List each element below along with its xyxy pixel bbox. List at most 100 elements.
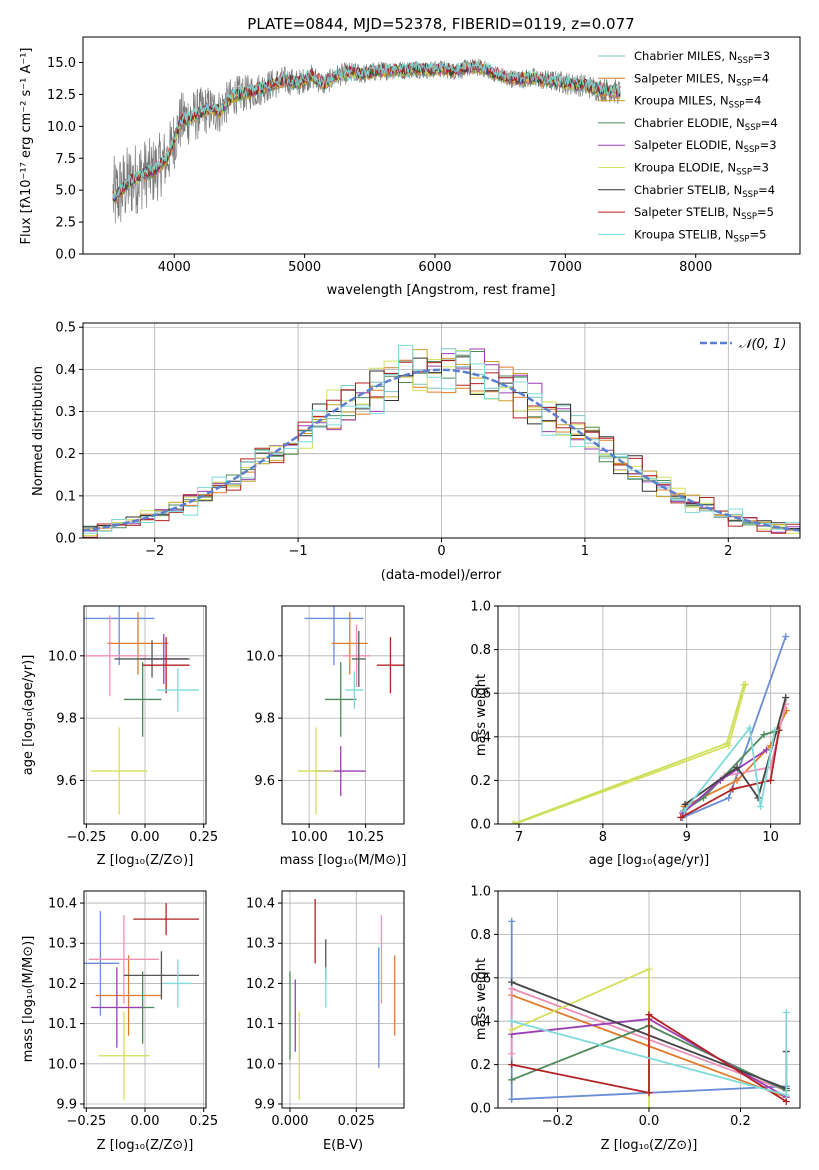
massweight-vs-Z-y-ticks: 0.0 0.2 0.4 0.6 0.8 1.0 [470, 885, 498, 1117]
massweight-series [680, 724, 779, 815]
massweight-marker [508, 1017, 516, 1025]
legend-label-sub: SSP [741, 212, 757, 222]
legend-label-main: Chabrier ELODIE, N [634, 116, 745, 130]
y-tick-label: 10.4 [246, 897, 275, 912]
legend-label-main: Kroupa ELODIE, N [634, 161, 736, 175]
massweight-marker [508, 1095, 516, 1103]
errorbar-point [297, 727, 334, 815]
plot-inner [498, 891, 800, 1108]
legend-label-main: Salpeter ELODIE, N [634, 138, 744, 152]
x-tick-label: 0.0 [639, 1114, 660, 1129]
legend-label: Kroupa STELIB, NSSP=5 [634, 227, 766, 244]
massweight-line [680, 730, 780, 819]
y-tick-label: 0.6 [470, 687, 491, 702]
x-tick-label: 0 [437, 544, 445, 559]
y-tick-label: 0.0 [470, 818, 491, 833]
mass-vs-ebv-x-ticks: 0.000 0.025 [271, 1108, 375, 1129]
massweight-marker [645, 1011, 653, 1019]
residual-histogram-step [83, 360, 800, 538]
mass-vs-ebv-plot-area [282, 891, 404, 1108]
age-vs-Z-y-ticks: 9.6 9.8 10.0 [48, 649, 84, 789]
massweight-marker [508, 978, 516, 986]
legend-label-main: Chabrier MILES, N [634, 49, 737, 63]
y-tick-label: 1.0 [470, 600, 491, 615]
massweight-marker [680, 807, 688, 815]
massweight-marker [782, 694, 790, 702]
x-tick-label: −0.2 [542, 1114, 574, 1129]
y-tick-label: 9.9 [56, 1097, 77, 1112]
y-tick-label: 9.8 [254, 712, 275, 727]
legend-label-tail: =5 [757, 205, 774, 219]
errorbar-point [98, 1011, 150, 1100]
age-vs-mass-plot-area [282, 606, 404, 824]
x-tick-label: 1 [581, 544, 589, 559]
massweight-vs-Z-plot-area [498, 891, 800, 1108]
legend-label-main: Salpeter MILES, N [634, 71, 736, 85]
massweight-marker [645, 965, 653, 973]
mass-vs-Z-panel: −0.25 0.00 0.25 9.9 10.0 10.1 10.2 10.3 10.4 Z … [21, 890, 218, 1153]
spectrum-plot-area [112, 58, 621, 224]
legend-label-tail: =4 [744, 94, 761, 108]
spectrum-panel: PLATE=0844, MJD=52378, FIBERID=0119, z=0… [19, 15, 801, 298]
y-tick-label: 0.0 [55, 248, 76, 263]
massweight-vs-age-panel: 7 8 9 10 0.0 0.2 0.4 0.6 0.8 1.0 age [log₁₀(age/… [470, 600, 801, 868]
y-tick-label: 10.0 [48, 1057, 77, 1072]
errorbar-point [376, 637, 404, 694]
massweight-marker [645, 1089, 653, 1097]
massweight-vs-age-frame [497, 605, 801, 825]
x-tick-label: 10.25 [347, 830, 384, 845]
x-tick-label: 6000 [418, 260, 451, 275]
y-tick-label: 0.2 [470, 1058, 491, 1073]
massweight-marker [757, 803, 765, 811]
spectrum-x-ticks: 4000 5000 6000 7000 8000 [158, 254, 712, 275]
errorbar-point [123, 951, 199, 1000]
residuals-plot-area [83, 323, 800, 538]
massweight-marker [740, 680, 748, 688]
errorbar-point [91, 727, 148, 815]
massweight-marker [767, 776, 775, 784]
age-vs-mass-panel: 10.00 10.25 9.6 9.8 10.0 mass [log₁₀(M/M⊙)] [246, 605, 406, 868]
errorbar-point [331, 612, 368, 675]
y-tick-label: 10.0 [47, 120, 76, 135]
massweight-marker [508, 1026, 516, 1034]
mass-vs-Z-y-ticks: 9.9 10.0 10.1 10.2 10.3 10.4 [48, 897, 84, 1112]
massweight-marker [754, 794, 762, 802]
y-tick-label: 10.2 [246, 977, 275, 992]
y-tick-label: 0.2 [55, 447, 76, 462]
legend-label: Salpeter STELIB, NSSP=5 [634, 205, 774, 222]
x-tick-label: 0.25 [189, 1114, 218, 1129]
x-tick-label: 10 [762, 830, 779, 845]
massweight-marker [782, 633, 790, 641]
errorbar-point [107, 612, 169, 675]
errorbar-point [304, 606, 364, 666]
massweight-marker [509, 820, 517, 824]
plot-inner [498, 606, 800, 824]
massweight-marker [723, 739, 731, 747]
plot-inner [84, 891, 206, 1108]
massweight-marker [508, 985, 516, 993]
y-tick-label: 10.3 [246, 937, 275, 952]
massweight-marker [645, 1104, 653, 1108]
errorbar-point [163, 959, 192, 1008]
y-tick-label: 12.5 [47, 88, 76, 103]
x-tick-label: 0.00 [131, 1114, 160, 1129]
y-tick-label: 9.6 [254, 774, 275, 789]
y-tick-label: 0.3 [55, 405, 76, 420]
massweight-marker [508, 917, 516, 925]
normal-legend-label: 𝒩(0, 1) [739, 337, 786, 352]
mass-vs-ebv-xlabel: E(B-V) [323, 1138, 363, 1153]
massweight-series [679, 746, 770, 817]
y-tick-label: 2.5 [55, 216, 76, 231]
residuals-y-ticks: 0.0 0.1 0.2 0.3 0.4 0.5 [55, 321, 83, 547]
mass-vs-Z-x-ticks: −0.25 0.00 0.25 [66, 1108, 218, 1129]
x-tick-label: 8 [599, 830, 607, 845]
legend-label-tail: =5 [749, 227, 766, 241]
errorbar-point [156, 668, 199, 712]
legend-label-sub: SSP [736, 168, 752, 178]
y-tick-label: 0.4 [470, 730, 491, 745]
plot-inner [84, 606, 206, 824]
legend-label-tail: =4 [761, 116, 778, 130]
legend-label: Kroupa ELODIE, NSSP=3 [634, 161, 769, 178]
mass-vs-ebv-frame [281, 890, 405, 1109]
age-vs-Z-x-ticks: −0.25 0.00 0.25 [66, 824, 218, 845]
